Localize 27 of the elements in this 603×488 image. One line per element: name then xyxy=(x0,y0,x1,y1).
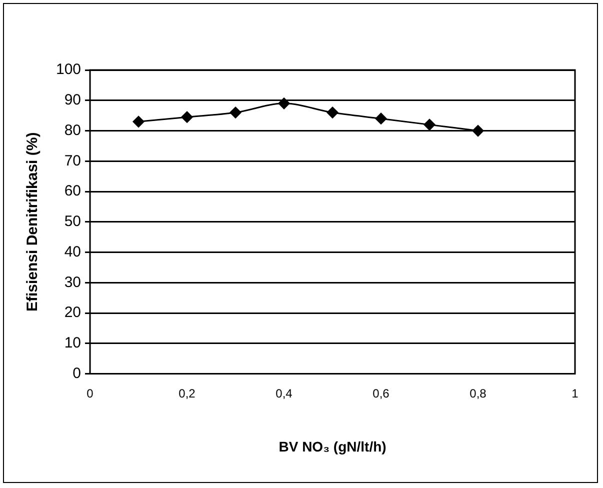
point xyxy=(181,111,193,123)
point xyxy=(132,116,144,128)
x-tick-label: 0,2 xyxy=(178,386,196,400)
point xyxy=(472,125,484,137)
point xyxy=(326,106,338,118)
point xyxy=(230,106,242,118)
point xyxy=(375,112,387,124)
y-tick-label: 30 xyxy=(64,274,82,291)
x-tick-label: 1 xyxy=(572,386,579,400)
y-axis-title: Efisiensi Denitrifikasi (%) xyxy=(24,132,42,312)
point xyxy=(424,118,436,130)
y-tick-label: 40 xyxy=(64,243,82,260)
y-tick-label: 90 xyxy=(64,92,82,109)
y-tick-label: 70 xyxy=(64,152,82,170)
y-tick-label: 80 xyxy=(64,122,82,139)
y-tick-label: 10 xyxy=(64,334,82,352)
x-tick-label: 0,6 xyxy=(372,386,390,400)
x-tick-label: 0,8 xyxy=(470,386,487,400)
x-tick-label: 0 xyxy=(86,386,94,400)
x-tick-label: 0,4 xyxy=(276,386,293,400)
x-axis-title: BV NO₃ (gN/lt/h) xyxy=(278,438,386,454)
point xyxy=(278,98,290,110)
y-tick-label: 0 xyxy=(72,364,82,382)
y-tick-label: 60 xyxy=(64,182,82,200)
y-tick-label: 20 xyxy=(64,304,82,322)
y-tick-label: 50 xyxy=(64,213,82,230)
y-tick-label: 100 xyxy=(56,61,82,78)
